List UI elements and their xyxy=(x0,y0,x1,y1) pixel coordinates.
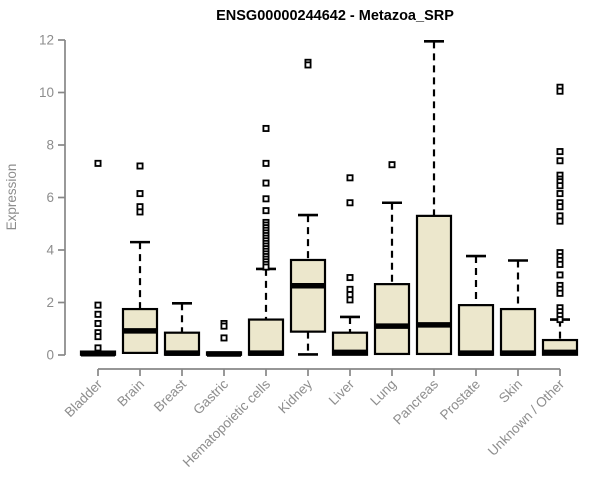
outlier-point xyxy=(262,207,270,215)
iqr-box xyxy=(373,283,411,356)
boxplot-hematopoietic-cells xyxy=(247,124,285,356)
outlier-point xyxy=(220,334,228,342)
x-tick-label-breast: Breast xyxy=(151,376,189,414)
x-tick-label-bladder: Bladder xyxy=(62,376,106,420)
outlier-point xyxy=(136,162,144,170)
outlier-point xyxy=(346,199,354,207)
outlier-point xyxy=(556,157,564,165)
boxplot-liver xyxy=(331,174,369,356)
iqr-box xyxy=(289,258,327,333)
outlier-point xyxy=(556,87,564,95)
outlier-point xyxy=(556,217,564,225)
boxplot-unknown-other xyxy=(541,83,579,356)
y-tick-label: 4 xyxy=(46,243,54,258)
x-tick-label-pancreas: Pancreas xyxy=(390,376,441,427)
y-axis: 0 2 4 6 8 10 12 xyxy=(39,33,66,363)
outlier-point xyxy=(262,263,270,271)
outlier-point xyxy=(346,174,354,182)
outlier-point xyxy=(388,161,396,169)
y-tick-label: 8 xyxy=(46,138,54,153)
outlier-point xyxy=(346,274,354,282)
iqr-box xyxy=(457,304,495,356)
outlier-point xyxy=(94,301,102,309)
boxplot-kidney xyxy=(289,58,327,356)
outlier-point xyxy=(262,159,270,167)
x-tick-label-prostate: Prostate xyxy=(437,377,483,423)
box-series xyxy=(79,40,579,357)
boxplot-lung xyxy=(373,161,411,356)
y-tick-label: 6 xyxy=(46,190,54,205)
x-tick-label-lung: Lung xyxy=(367,377,399,409)
outlier-point xyxy=(556,271,564,279)
y-tick-label: 10 xyxy=(39,85,54,100)
chart-title: ENSG00000244642 - Metazoa_SRP xyxy=(216,8,454,24)
outlier-point xyxy=(556,148,564,156)
iqr-box xyxy=(247,318,285,356)
outlier-point xyxy=(94,159,102,167)
boxplot-skin xyxy=(499,259,537,356)
outlier-point xyxy=(262,124,270,132)
outlier-point xyxy=(94,344,102,352)
iqr-box xyxy=(415,214,453,356)
iqr-box xyxy=(499,307,537,356)
outlier-point xyxy=(136,190,144,198)
outlier-point xyxy=(94,333,102,341)
x-tick-label-skin: Skin xyxy=(496,377,525,406)
x-tick-label-liver: Liver xyxy=(326,376,358,408)
boxplot-prostate xyxy=(457,254,495,356)
boxplot-breast xyxy=(163,301,201,356)
boxplot-brain xyxy=(121,162,159,355)
x-tick-label-kidney: Kidney xyxy=(275,376,315,416)
outlier-point xyxy=(220,322,228,330)
outlier-point xyxy=(556,289,564,297)
boxplot-gastric xyxy=(205,319,243,357)
outlier-point xyxy=(556,260,564,268)
outlier-point xyxy=(136,208,144,216)
outlier-point xyxy=(94,319,102,327)
x-tick-label-brain: Brain xyxy=(114,377,147,410)
y-tick-label: 12 xyxy=(39,33,54,48)
outlier-point xyxy=(556,316,564,324)
outlier-point xyxy=(262,179,270,187)
outlier-point xyxy=(94,310,102,318)
boxplot-bladder xyxy=(79,159,117,357)
outlier-point xyxy=(262,195,270,203)
x-tick-label-unknown-other: Unknown / Other xyxy=(485,376,568,459)
outlier-point xyxy=(556,182,564,190)
outlier-point xyxy=(346,296,354,304)
x-tick-label-gastric: Gastric xyxy=(190,376,231,417)
y-tick-label: 2 xyxy=(46,295,54,310)
outlier-point xyxy=(556,203,564,211)
outlier-point xyxy=(556,190,564,198)
boxplot-pancreas xyxy=(415,40,453,356)
y-tick-label: 0 xyxy=(46,348,54,363)
y-axis-label: Expression xyxy=(4,164,19,231)
outlier-point xyxy=(304,61,312,69)
